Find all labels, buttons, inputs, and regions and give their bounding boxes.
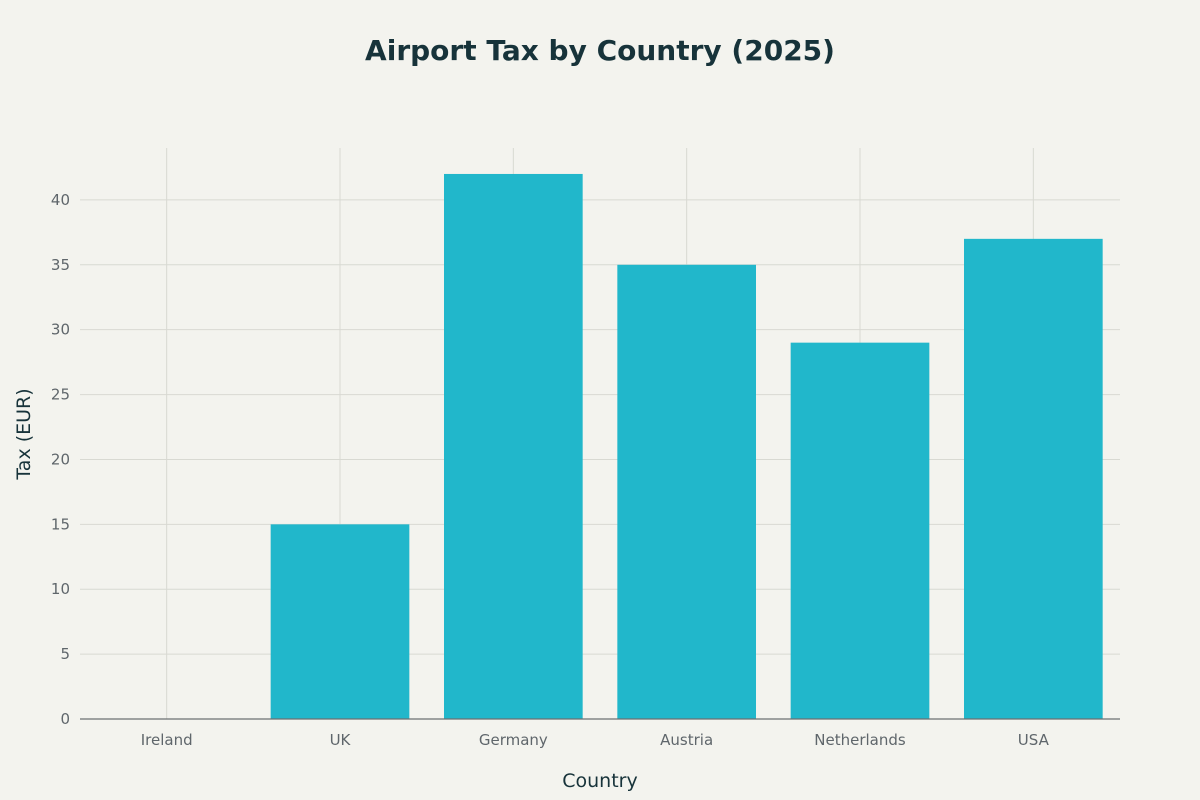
- bar-netherlands: [790, 342, 930, 719]
- y-tick-label-20: 20: [51, 450, 70, 468]
- y-tick-label-40: 40: [51, 191, 70, 209]
- x-tick-label-germany: Germany: [479, 731, 548, 749]
- bar-germany: [444, 173, 583, 720]
- y-axis-title: Tax (EUR): [13, 388, 35, 480]
- x-tick-label-austria: Austria: [660, 731, 713, 749]
- bar-austria: [617, 264, 756, 719]
- y-tick-label-35: 35: [51, 256, 70, 274]
- bars-group: [270, 173, 1103, 720]
- bar-usa: [964, 238, 1103, 719]
- y-tick-labels: 0 5 10 15 20 25 30 35 40: [51, 191, 70, 728]
- x-tick-label-netherlands: Netherlands: [814, 731, 906, 749]
- x-tick-label-usa: USA: [1018, 731, 1050, 749]
- y-tick-label-10: 10: [51, 580, 70, 598]
- y-tick-label-5: 5: [60, 645, 70, 663]
- y-tick-label-0: 0: [60, 710, 70, 728]
- y-tick-label-30: 30: [51, 321, 70, 339]
- x-tick-label-ireland: Ireland: [141, 731, 193, 749]
- bar-uk: [270, 524, 410, 719]
- y-tick-label-15: 15: [51, 515, 70, 533]
- y-gridlines: [80, 199, 1120, 655]
- chart-title: Airport Tax by Country (2025): [365, 34, 835, 67]
- x-tick-labels: Ireland UK Germany Austria Netherlands USA: [141, 731, 1050, 749]
- x-tick-label-uk: UK: [330, 731, 352, 749]
- y-tick-label-25: 25: [51, 386, 70, 404]
- x-axis-title: Country: [562, 770, 637, 792]
